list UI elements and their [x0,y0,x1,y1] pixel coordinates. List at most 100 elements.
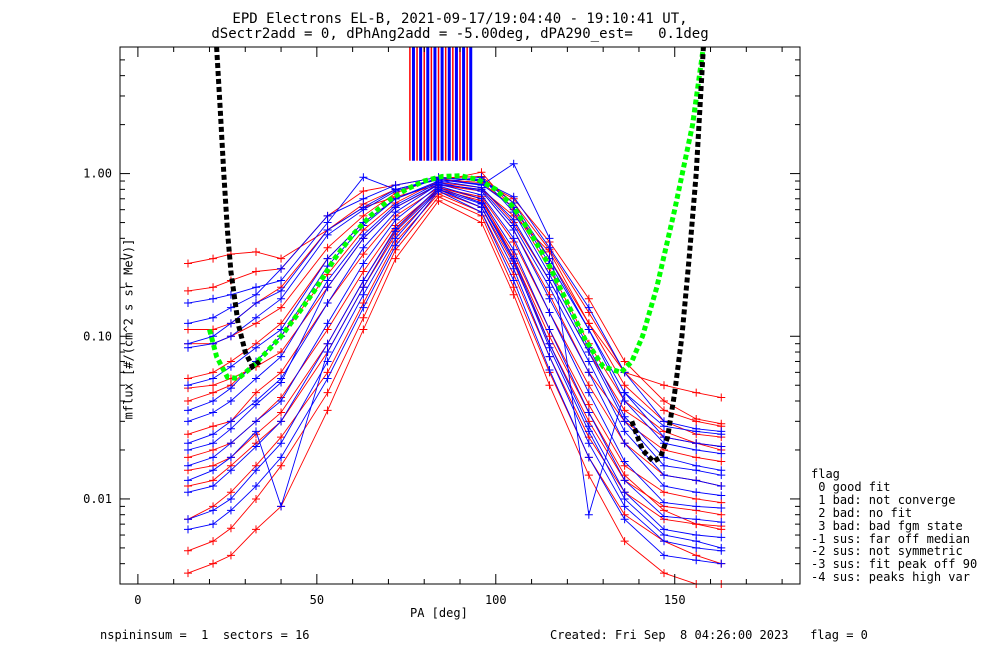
red-series-point [477,218,486,227]
red-series-point [277,461,286,470]
blue-series-point [660,471,668,480]
red-series-point [692,453,701,462]
blue-series-line [187,180,722,476]
fit-curve-black-right [629,46,706,465]
blue-series-point [692,515,701,524]
blue-series-point [323,226,332,235]
y-tick-label: 0.10 [83,329,112,343]
fit-curve-green [207,46,706,382]
red-series-point [226,524,235,533]
red-series-point [717,525,726,534]
red-series-point [584,294,593,303]
blue-series-point [584,357,593,366]
blue-series-point [391,185,400,194]
blue-series-point [252,482,260,491]
red-series-line [187,200,722,585]
blue-series-point [620,494,629,503]
red-series-line [187,184,722,462]
blue-series-point [226,362,235,371]
flag-legend: flag 0 good fit 1 bad: not converge 2 ba… [811,468,977,584]
red-series-line [187,171,722,451]
blue-series-point [209,430,218,439]
x-tick-label: 150 [664,593,686,607]
legend-item: -4 sus: peaks high var [811,570,970,585]
blue-series-point [323,211,332,220]
legend-item: -1 sus: far off median [811,531,970,546]
x-axis-label: PA [deg] [410,606,468,620]
blue-series-point [717,442,726,451]
blue-series-point [620,515,629,524]
blue-series-point [391,227,400,236]
blue-series-point [209,482,218,491]
blue-series-point [323,283,332,292]
blue-series-point [226,303,235,312]
red-series-point [209,422,218,431]
blue-series-point [323,254,332,263]
blue-series-point [692,439,701,448]
legend-item: 0 good fit [811,479,891,494]
red-series-point [209,283,218,292]
blue-series-point [509,276,518,285]
blue-series-point [584,453,593,462]
blue-series-point [584,303,593,312]
red-series-point [209,537,218,546]
chart-title-line1: EPD Electrons EL-B, 2021-09-17/19:04:40 … [232,11,688,27]
blue-series-point [277,294,286,303]
chart-title-line2: dSectr2add = 0, dPhAng2add = -5.00deg, d… [211,26,709,42]
blue-series-point [359,283,368,292]
legend-item: 3 bad: bad fgm state [811,518,963,533]
blue-series-point [660,453,668,462]
blue-series-point [184,319,192,328]
blue-series-point [252,313,260,322]
blue-series-point [209,313,218,322]
blue-series-point [209,506,218,515]
red-series-line [187,196,722,565]
red-series-point [323,243,332,252]
blue-series-point [277,378,286,387]
red-series-point [184,286,192,295]
fit-curve-black-left [214,46,262,371]
blue-series-point [509,245,518,254]
blue-series-point [184,339,192,348]
red-series-point [209,559,218,568]
blue-series-point [252,400,260,409]
red-series-point [660,381,668,390]
red-series-point [226,488,235,497]
blue-series-point [209,466,218,475]
blue-series-point [226,417,235,426]
blue-series-point [226,494,235,503]
blue-series-line [187,188,722,549]
blue-series-point [545,308,554,317]
blue-series-point [692,556,701,565]
red-series-point [434,196,443,205]
blue-series-point [277,453,286,462]
blue-series-point [323,374,332,383]
red-series-point [620,381,629,390]
blue-series-point [660,531,668,540]
blue-series-point [277,396,286,405]
blue-series-point [584,408,593,417]
blue-series-point [391,215,400,224]
legend-title: flag [811,467,840,481]
y-axis-label: mflux [#/(cm^2 s sr MeV)] [121,238,136,420]
red-series-point [584,471,593,480]
blue-series-point [620,457,629,466]
footer-left: nspininsum = 1 sectors = 16 [100,628,310,642]
blue-series-point [692,488,701,497]
blue-series-point [184,445,192,454]
blue-series-point [660,512,668,521]
blue-series-point [692,537,701,546]
blue-series-point [184,439,192,448]
blue-series-point [252,427,260,436]
blue-series-line [187,179,722,455]
blue-series-point [620,488,629,497]
blue-series-point [184,515,192,524]
red-series-point [252,525,260,534]
blue-series-point [717,427,726,436]
blue-series-point [184,417,192,426]
red-series-point [620,357,629,366]
x-tick-label: 0 [134,593,141,607]
blue-series-point [584,510,593,519]
blue-series-point [277,502,286,511]
